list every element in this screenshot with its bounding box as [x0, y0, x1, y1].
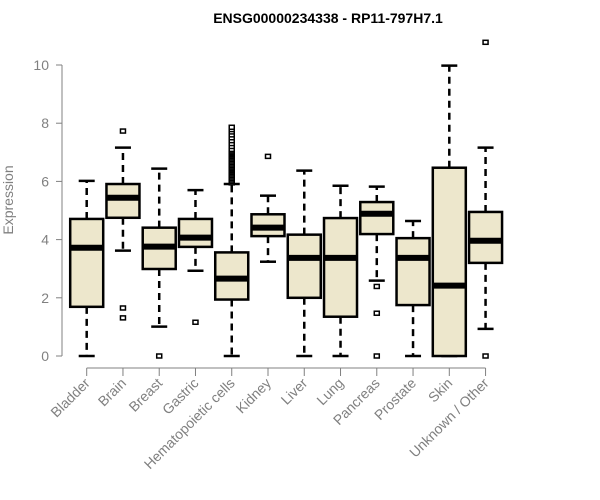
- outlier-point: [482, 39, 489, 46]
- box-iqr: [359, 200, 395, 236]
- x-tick-label: Bladder: [47, 375, 93, 421]
- y-tick-label: 2: [41, 290, 49, 306]
- box-unknown-other: [467, 39, 504, 359]
- box-prostate: [395, 219, 431, 358]
- boxes: [68, 39, 504, 359]
- x-tick-label: Brain: [95, 375, 129, 409]
- box-iqr: [467, 210, 504, 265]
- outlier-point: [264, 153, 272, 160]
- box-iqr: [286, 233, 323, 300]
- outlier-point: [373, 283, 381, 290]
- box-brain: [105, 128, 141, 321]
- x-tick-label: Kidney: [233, 375, 275, 417]
- x-tick-label: Liver: [278, 375, 311, 408]
- box-iqr: [177, 217, 214, 249]
- chart-title: ENSG00000234338 - RP11-797H7.1: [213, 10, 443, 26]
- box-iqr: [68, 217, 105, 309]
- y-tick-label: 6: [41, 173, 49, 189]
- x-tick-label: Lung: [313, 375, 346, 408]
- x-tick-label: Skin: [425, 375, 456, 406]
- y-tick-label: 8: [41, 115, 49, 131]
- box-breast: [141, 167, 177, 359]
- y-axis: 0 2 4 6 8 10: [33, 57, 63, 364]
- y-tick-label: 10: [33, 57, 49, 73]
- outlier-point: [373, 353, 381, 359]
- box-iqr: [431, 166, 468, 358]
- x-tick-label: Breast: [125, 375, 165, 415]
- box-lung: [322, 184, 359, 358]
- y-tick-label: 0: [41, 348, 49, 364]
- box-iqr: [322, 216, 359, 318]
- outlier-point: [119, 305, 127, 311]
- box-kidney: [250, 153, 286, 263]
- outlier-point: [228, 124, 235, 131]
- y-tick-label: 4: [41, 232, 49, 248]
- outlier-point: [119, 128, 127, 134]
- box-bladder: [68, 179, 105, 358]
- outlier-point: [119, 315, 127, 321]
- outlier-point: [482, 353, 489, 359]
- outlier-point: [192, 319, 199, 325]
- box-iqr: [395, 236, 431, 307]
- box-gastric: [177, 188, 214, 325]
- box-iqr: [105, 182, 141, 220]
- outlier-point: [155, 353, 163, 359]
- box-hematopoietic-cells: [213, 124, 250, 358]
- box-liver: [286, 169, 323, 358]
- box-pancreas: [359, 185, 395, 359]
- y-axis-label: Expression: [0, 165, 16, 234]
- box-skin: [431, 64, 468, 358]
- outlier-point: [373, 310, 381, 316]
